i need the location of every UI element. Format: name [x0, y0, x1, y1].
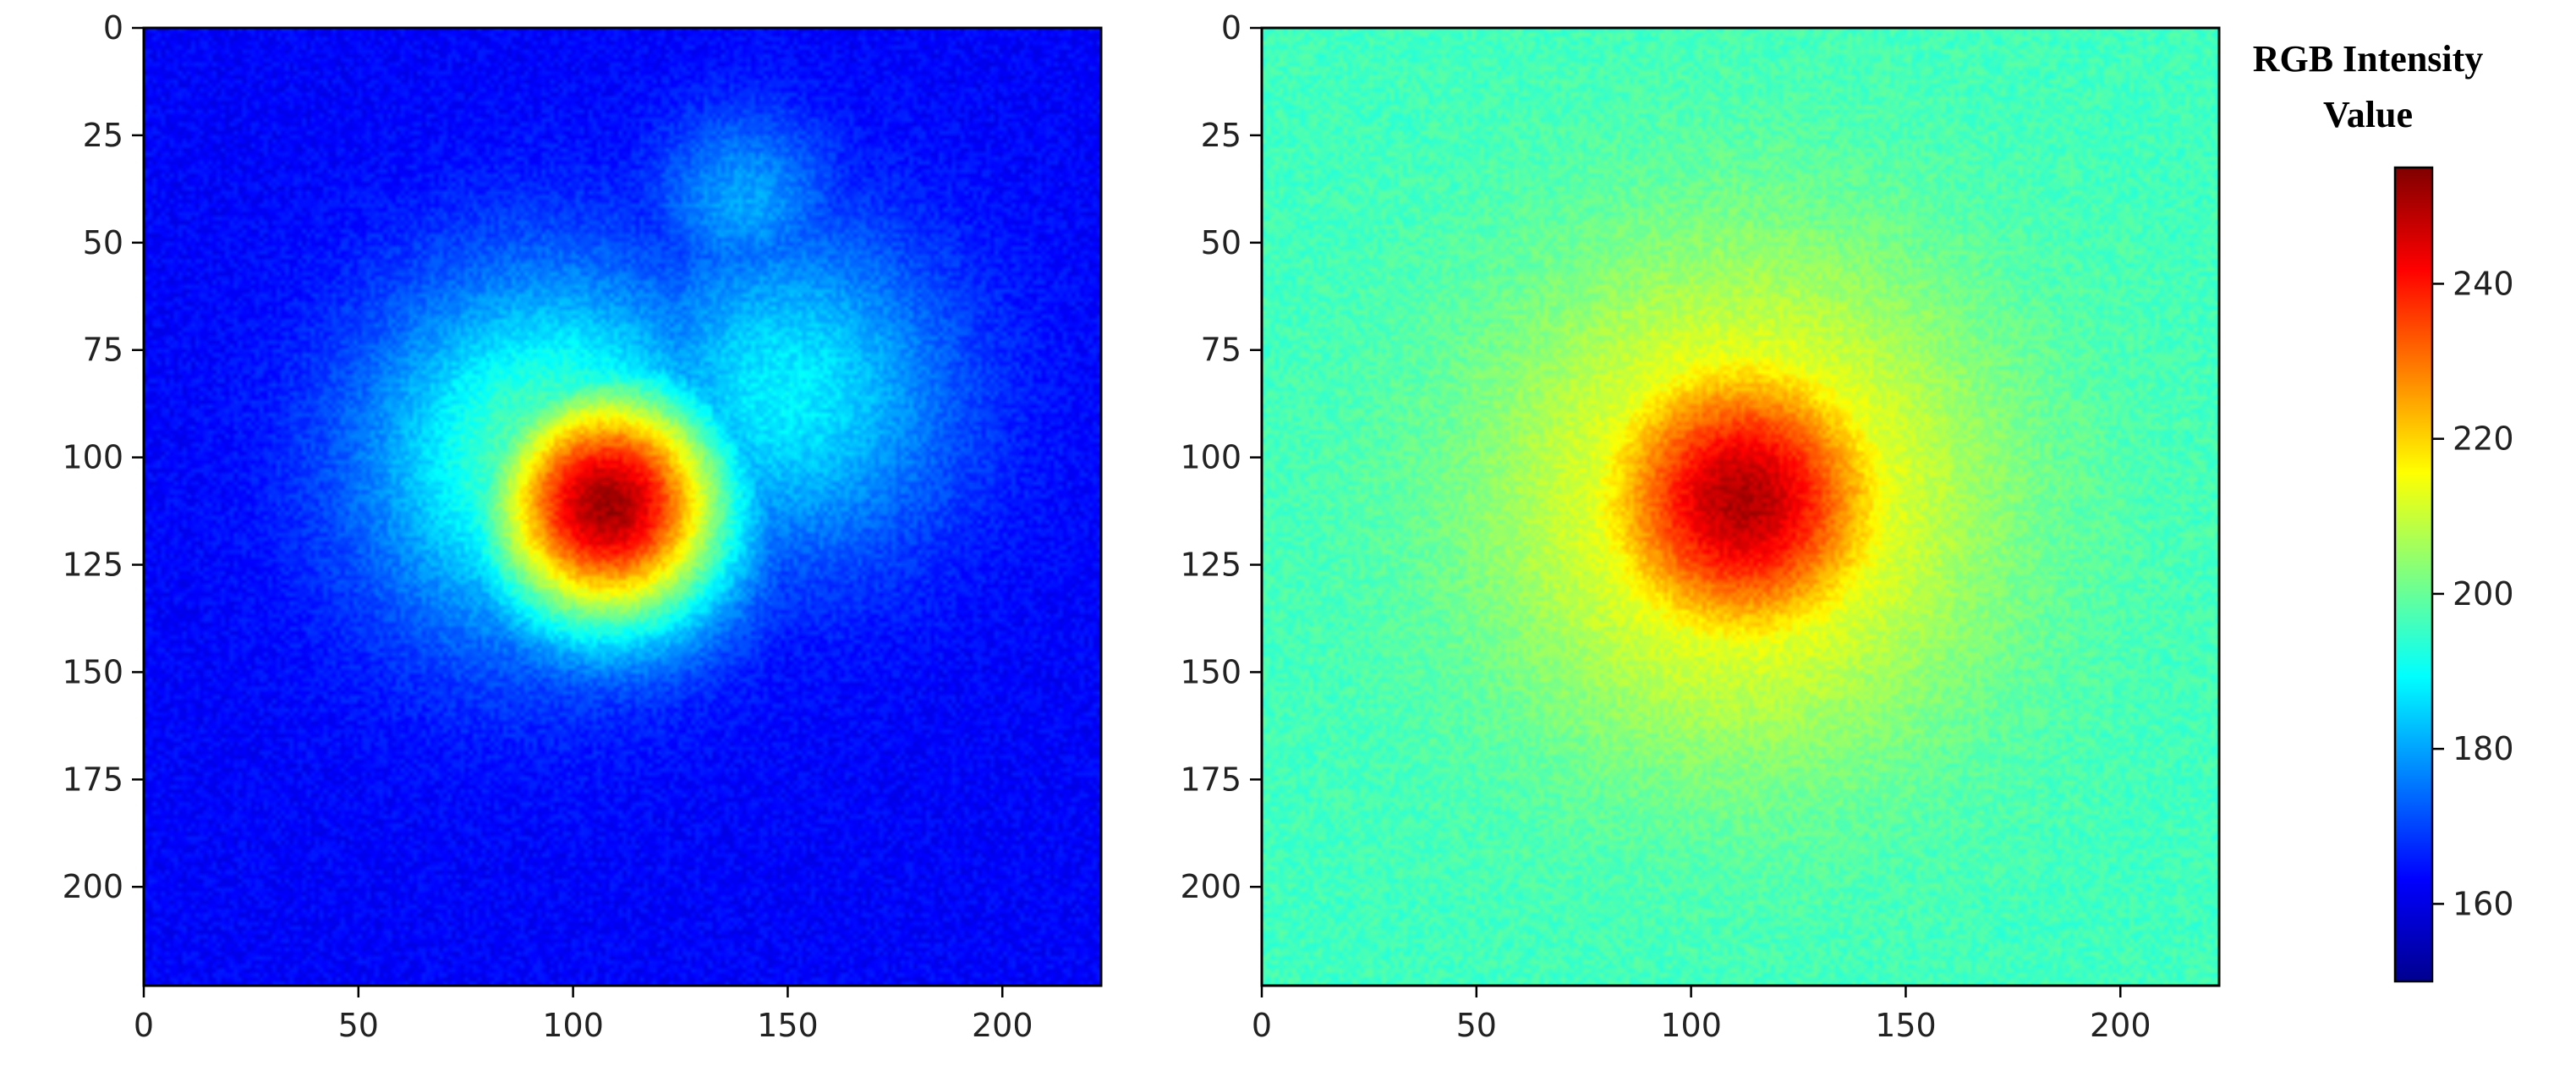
heatmap-left-axes: 0 50 100 150 200 0 25 50 75 100 125 150 175 200 [62, 9, 1033, 1044]
colorbar-tick-label: 180 [2453, 730, 2514, 767]
heatmap-right-ytick-label: 50 [1201, 224, 1241, 261]
heatmap-right-ytick-label: 75 [1201, 332, 1241, 369]
heatmap-left-xtick-label: 0 [134, 1007, 154, 1044]
heatmap-left-xtick-label: 150 [757, 1007, 819, 1044]
heatmap-left-ytick-label: 50 [83, 224, 123, 261]
heatmap-left-xtick-label: 50 [338, 1007, 379, 1044]
colorbar-ticks: 160 180 200 220 240 [2432, 265, 2514, 922]
heatmap-left-ytick-label: 150 [62, 653, 123, 690]
heatmap-right-ytick-label: 175 [1180, 761, 1241, 798]
heatmap-left-ytick-label: 100 [62, 439, 123, 476]
heatmap-left-ytick-label: 175 [62, 761, 123, 798]
heatmap-right-ytick-label: 25 [1201, 117, 1241, 154]
heatmap-left-frame [142, 26, 1103, 987]
heatmap-left-image [144, 28, 1101, 986]
colorbar-tick-label: 160 [2453, 885, 2514, 922]
heatmap-right-image [1262, 28, 2219, 986]
heatmap-right-ytick-label: 200 [1180, 868, 1241, 905]
heatmap-right: 0 50 100 150 200 0 25 50 75 100 125 150 175 200 [1180, 9, 2221, 1044]
heatmap-right-axes: 0 50 100 150 200 0 25 50 75 100 125 150 175 200 [1180, 9, 2151, 1044]
heatmap-left-ytick-label: 25 [83, 117, 123, 154]
heatmap-left-ytick-label: 200 [62, 868, 123, 905]
colorbar-tick-label: 240 [2453, 265, 2514, 302]
heatmap-left-xtick-label: 100 [542, 1007, 604, 1044]
heatmap-right-ytick-label: 0 [1221, 9, 1241, 47]
heatmap-left-ytick-label: 75 [83, 332, 123, 369]
heatmap-right-ytick-label: 125 [1180, 547, 1241, 584]
colorbar-tick-label: 220 [2453, 420, 2514, 458]
heatmap-right-xtick-label: 150 [1875, 1007, 1937, 1044]
heatmap-right-ytick-label: 100 [1180, 439, 1241, 476]
heatmap-right-xtick-label: 0 [1252, 1007, 1272, 1044]
heatmap-left-xtick-label: 200 [972, 1007, 1033, 1044]
heatmap-right-xtick-label: 100 [1660, 1007, 1722, 1044]
heatmap-left-ytick-label: 125 [62, 547, 123, 584]
colorbar-title-line2: Value [2323, 94, 2413, 135]
heatmap-right-xtick-label: 50 [1456, 1007, 1497, 1044]
heatmap-left-ytick-label: 0 [103, 9, 123, 47]
heatmap-left: 0 50 100 150 200 0 25 50 75 100 125 150 175 200 [62, 9, 1103, 1044]
colorbar-title-line1: RGB Intensity [2253, 38, 2484, 80]
colorbar-tick-label: 200 [2453, 575, 2514, 613]
heatmap-right-ytick-label: 150 [1180, 653, 1241, 690]
heatmap-right-frame [1260, 26, 2221, 987]
colorbar-gradient [2393, 166, 2434, 983]
heatmap-right-xtick-label: 200 [2090, 1007, 2151, 1044]
colorbar: RGB Intensity Value 160 180 200 220 240 [2253, 38, 2514, 983]
